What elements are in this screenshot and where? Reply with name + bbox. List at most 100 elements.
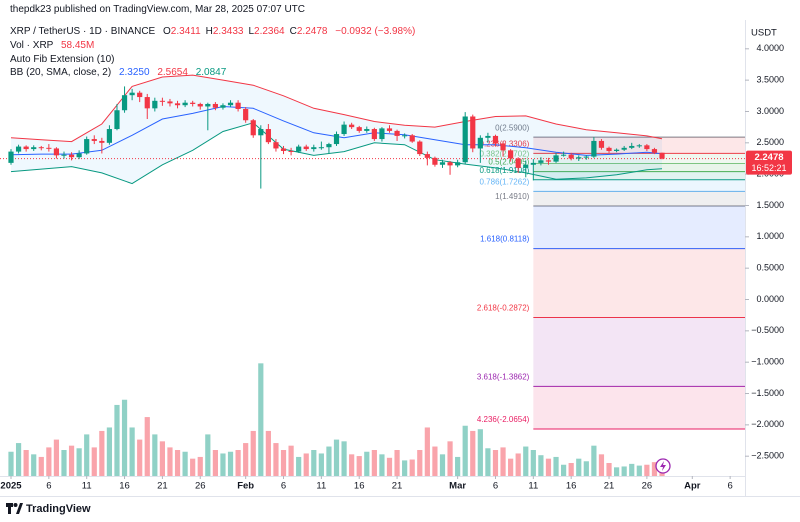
candle-body <box>576 157 582 159</box>
fib-label: 0.786(1.7262) <box>480 177 530 186</box>
volume-bar <box>167 447 173 476</box>
ohlc-value: 2.3433 <box>212 26 244 37</box>
ohlc-key: O <box>163 26 171 37</box>
candle-body <box>659 152 665 159</box>
candle-body <box>379 128 385 140</box>
y-tick-label: 0.5000 <box>756 263 784 273</box>
volume-bar <box>106 427 113 476</box>
volume-bar <box>462 425 468 476</box>
volume-bar <box>53 439 60 476</box>
volume-bar <box>152 434 158 476</box>
x-tick-label: Mar <box>449 481 466 492</box>
volume-bar <box>311 450 317 476</box>
volume-bar <box>190 458 196 476</box>
volume-bar <box>265 430 271 476</box>
fib-line: Auto Fib Extension (10) <box>10 54 115 65</box>
y-tick-label: 3.0000 <box>756 106 784 116</box>
y-tick-label: 1.5000 <box>756 200 784 210</box>
volume-bar <box>46 447 52 476</box>
volume-bar <box>84 434 90 476</box>
fib-zone <box>533 206 745 249</box>
volume-bar <box>235 450 241 476</box>
currency-label: USDT <box>751 28 777 39</box>
fib-label: 0.382(2.1702) <box>480 150 530 159</box>
candle-body <box>46 147 52 149</box>
volume-bar <box>439 454 446 476</box>
candle-body <box>61 154 67 156</box>
x-tick-label: 11 <box>82 481 92 492</box>
candle-body <box>106 129 113 143</box>
candle-body <box>492 135 499 144</box>
volume-bar <box>561 464 567 476</box>
candle-body <box>243 108 249 121</box>
volume-bar <box>455 456 461 476</box>
candle-body <box>114 110 120 130</box>
candle-body <box>190 102 196 104</box>
x-tick-label: 26 <box>642 481 653 492</box>
candle-body <box>614 149 620 151</box>
x-tick-label: 2025 <box>0 481 22 492</box>
candle-body <box>129 92 135 96</box>
volume-bar <box>129 427 135 476</box>
x-tick-label: 6 <box>728 481 733 492</box>
candle-body <box>121 95 128 111</box>
candle-body <box>508 150 514 159</box>
volume-bar <box>568 463 574 476</box>
ohlc-key: C <box>289 26 297 37</box>
candle-body <box>167 101 173 104</box>
volume-bar <box>114 404 120 476</box>
volume-bar <box>371 450 377 476</box>
volume-bar <box>280 450 287 476</box>
volume-bar <box>477 429 483 476</box>
candle-body <box>386 128 393 131</box>
x-tick-label: 6 <box>46 481 51 492</box>
volume-bar <box>417 450 423 476</box>
volume-bar <box>212 450 218 476</box>
volume-bar <box>432 446 438 476</box>
candle-body <box>99 140 105 143</box>
candle-body <box>447 162 453 166</box>
brand-logo <box>6 503 23 514</box>
volume-bar <box>651 462 658 476</box>
candle-body <box>144 97 150 109</box>
brand-name: TradingView <box>26 503 91 515</box>
candle-body <box>432 157 438 165</box>
candle-body <box>318 147 324 149</box>
volume-bar <box>402 460 408 476</box>
candle-body <box>364 129 370 131</box>
fib-label: 2.618(-0.2872) <box>477 304 530 313</box>
candle-body <box>68 154 75 158</box>
volume-bar <box>492 450 499 476</box>
fib-zone <box>533 179 745 192</box>
volume-bar <box>159 441 165 476</box>
candle-body <box>424 154 430 158</box>
candle-body <box>227 102 234 106</box>
volume-bar <box>621 466 627 476</box>
candle-body <box>220 105 226 108</box>
candle-body <box>545 160 552 162</box>
publish-line: thepdk23 published on TradingView.com, M… <box>10 4 305 15</box>
fib-label: Auto Fib Extension (10) <box>10 54 115 65</box>
volume-bar <box>379 454 385 476</box>
candle-body <box>174 103 181 106</box>
candle-body <box>76 153 82 158</box>
ohlc: O2.3411 H2.3433 L2.2364 C2.2478 <box>158 26 327 37</box>
ohlc-key: L <box>248 26 255 37</box>
candle-body <box>349 124 355 128</box>
volume-bar <box>341 441 347 476</box>
volume-bar <box>644 464 650 476</box>
x-tick-label: 26 <box>195 481 206 492</box>
volume-bar <box>220 453 226 476</box>
volume-bar <box>629 463 635 476</box>
volume-bar <box>68 445 75 476</box>
candle-body <box>265 129 271 143</box>
candle-body <box>31 147 37 150</box>
candle-body <box>341 124 347 135</box>
candle-body <box>91 139 97 141</box>
candle-body <box>402 135 408 137</box>
volume-bar <box>182 451 188 476</box>
candle-body <box>8 151 14 163</box>
plot: 0(2.5900)0.236(2.3306)0.382(2.1702)0.5(2… <box>0 74 745 476</box>
volume-line: Vol · XRP 58.45M <box>10 40 94 51</box>
volume-bar <box>121 399 128 476</box>
